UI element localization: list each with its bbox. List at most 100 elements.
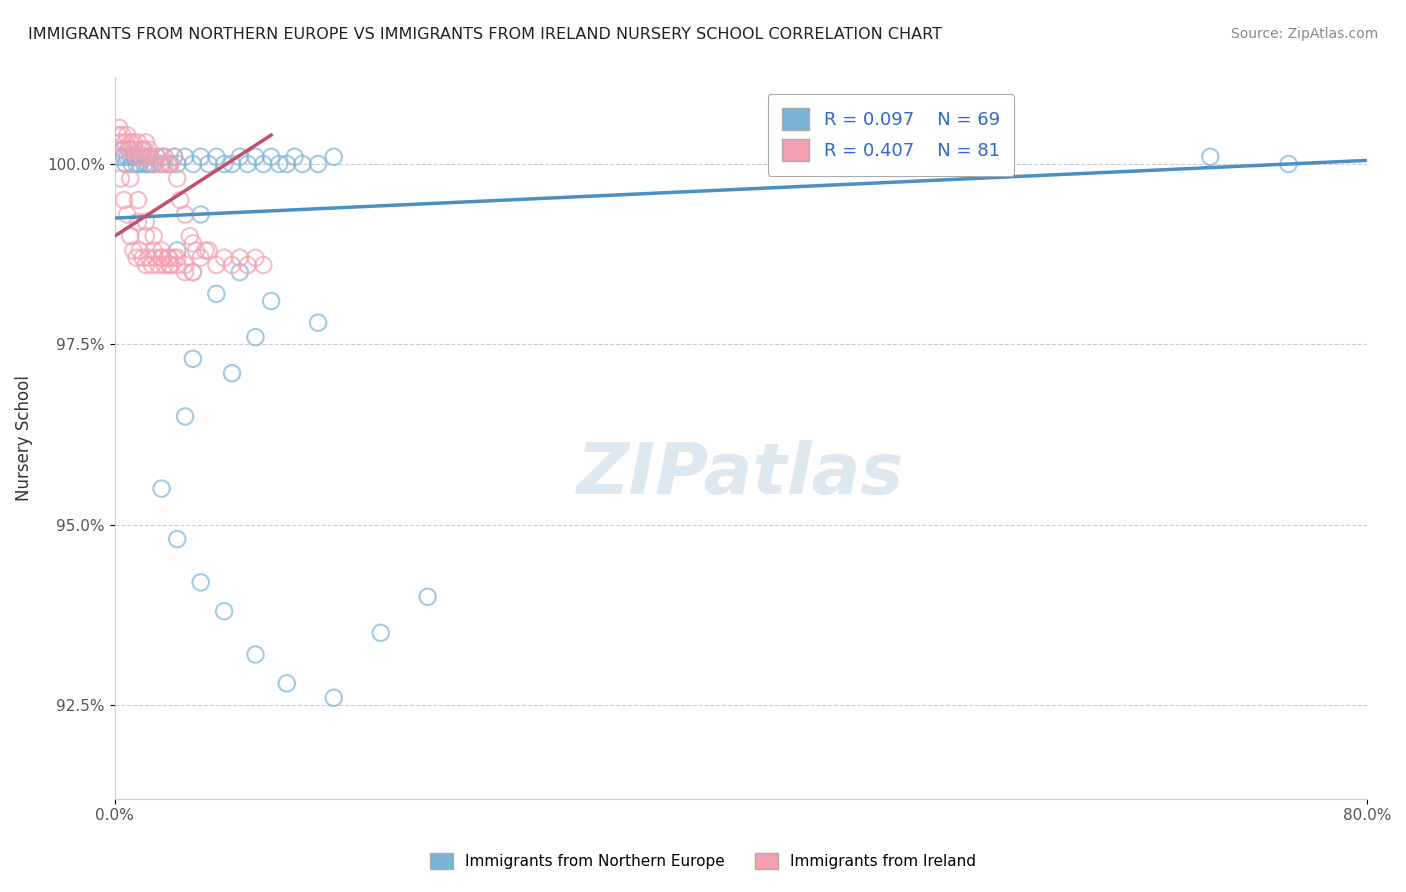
Point bbox=[120, 136, 142, 150]
Point bbox=[221, 157, 243, 171]
Point bbox=[142, 244, 165, 258]
Point bbox=[128, 157, 150, 171]
Point bbox=[160, 258, 183, 272]
Point bbox=[120, 229, 142, 244]
Point bbox=[150, 251, 173, 265]
Point bbox=[112, 143, 135, 157]
Point bbox=[127, 215, 149, 229]
Point bbox=[307, 316, 329, 330]
Point bbox=[190, 575, 212, 590]
Point bbox=[252, 258, 274, 272]
Point bbox=[115, 128, 138, 143]
Point bbox=[142, 157, 165, 171]
Point bbox=[118, 143, 141, 157]
Point bbox=[184, 244, 207, 258]
Point bbox=[322, 690, 344, 705]
Point bbox=[108, 120, 131, 135]
Point bbox=[236, 157, 259, 171]
Point bbox=[148, 258, 170, 272]
Point bbox=[205, 150, 228, 164]
Point bbox=[150, 482, 173, 496]
Point bbox=[143, 251, 166, 265]
Point bbox=[156, 157, 179, 171]
Point bbox=[291, 157, 314, 171]
Point bbox=[134, 143, 156, 157]
Text: ZIPatlas: ZIPatlas bbox=[576, 440, 904, 508]
Point bbox=[146, 150, 169, 164]
Point bbox=[115, 150, 138, 164]
Point bbox=[149, 157, 172, 171]
Point bbox=[138, 251, 160, 265]
Point bbox=[174, 265, 197, 279]
Point bbox=[139, 150, 162, 164]
Point bbox=[1199, 150, 1222, 164]
Point bbox=[174, 207, 197, 221]
Point bbox=[284, 150, 307, 164]
Point bbox=[276, 676, 298, 690]
Point bbox=[229, 150, 252, 164]
Point bbox=[110, 136, 132, 150]
Point bbox=[132, 251, 155, 265]
Point bbox=[153, 258, 176, 272]
Point bbox=[181, 265, 204, 279]
Point bbox=[114, 136, 136, 150]
Point bbox=[150, 244, 173, 258]
Point bbox=[108, 150, 131, 164]
Point bbox=[1277, 157, 1299, 171]
Point bbox=[416, 590, 439, 604]
Point bbox=[163, 150, 186, 164]
Point bbox=[229, 251, 252, 265]
Point bbox=[135, 229, 157, 244]
Point bbox=[132, 150, 155, 164]
Point bbox=[135, 136, 157, 150]
Point bbox=[122, 150, 145, 164]
Point bbox=[129, 143, 152, 157]
Point bbox=[127, 193, 149, 207]
Point bbox=[128, 244, 150, 258]
Point bbox=[221, 366, 243, 380]
Point bbox=[252, 157, 274, 171]
Point bbox=[153, 150, 176, 164]
Point bbox=[181, 351, 204, 366]
Point bbox=[166, 532, 188, 546]
Point bbox=[134, 157, 156, 171]
Point bbox=[245, 648, 267, 662]
Point bbox=[111, 143, 134, 157]
Point bbox=[120, 150, 142, 164]
Point bbox=[205, 258, 228, 272]
Point bbox=[115, 207, 138, 221]
Point bbox=[122, 244, 145, 258]
Point bbox=[190, 150, 212, 164]
Point bbox=[121, 157, 143, 171]
Point bbox=[245, 150, 267, 164]
Y-axis label: Nursery School: Nursery School bbox=[15, 376, 32, 501]
Point bbox=[160, 157, 183, 171]
Point bbox=[267, 157, 290, 171]
Point bbox=[163, 251, 186, 265]
Point bbox=[136, 150, 159, 164]
Point bbox=[197, 157, 219, 171]
Point bbox=[807, 157, 830, 171]
Point bbox=[128, 150, 150, 164]
Point bbox=[166, 157, 188, 171]
Point bbox=[157, 251, 180, 265]
Point bbox=[146, 150, 169, 164]
Point bbox=[229, 265, 252, 279]
Point bbox=[135, 215, 157, 229]
Point bbox=[174, 409, 197, 424]
Point bbox=[212, 604, 235, 618]
Point bbox=[112, 193, 135, 207]
Point bbox=[125, 150, 148, 164]
Point bbox=[179, 229, 201, 244]
Point bbox=[110, 171, 132, 186]
Point bbox=[142, 229, 165, 244]
Point bbox=[150, 157, 173, 171]
Point bbox=[114, 157, 136, 171]
Point bbox=[190, 207, 212, 221]
Point bbox=[245, 251, 267, 265]
Point bbox=[322, 150, 344, 164]
Point bbox=[166, 251, 188, 265]
Point bbox=[190, 251, 212, 265]
Point bbox=[157, 258, 180, 272]
Point bbox=[163, 150, 186, 164]
